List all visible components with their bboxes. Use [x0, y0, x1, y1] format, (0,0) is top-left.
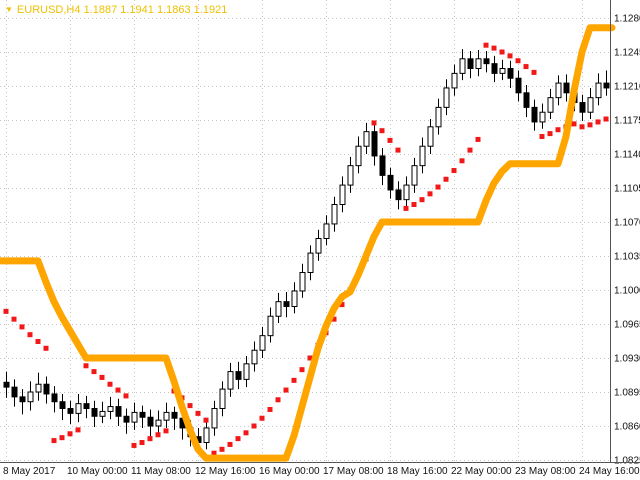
- price-axis-label: 1.1280: [614, 14, 640, 25]
- time-axis-label: 8 May 2017: [3, 466, 56, 477]
- symbol-dropdown-icon[interactable]: ▼: [5, 5, 13, 14]
- price-axis-label: 1.0930: [614, 354, 640, 365]
- price-axis-label: 1.1035: [614, 252, 640, 263]
- price-axis[interactable]: 1.1280 1.1245 1.1210 1.1175 1.1140 1.1105 1.10…: [610, 0, 640, 467]
- time-axis-label: 22 May 00:00: [451, 466, 512, 477]
- price-axis-label: 1.1105: [614, 184, 640, 195]
- price-axis-label: 1.1175: [614, 116, 640, 127]
- time-axis[interactable]: 8 May 2017 10 May 00:00 11 May 08:00 12 May…: [0, 462, 640, 478]
- time-axis-label: 17 May 08:00: [323, 466, 384, 477]
- price-axis-label: 1.1000: [614, 286, 640, 297]
- price-axis-label: 1.1070: [614, 218, 640, 229]
- time-axis-label: 23 May 08:00: [515, 466, 576, 477]
- time-axis-label: 12 May 16:00: [195, 466, 256, 477]
- time-axis-label: 24 May 16:00: [579, 466, 640, 477]
- chart-symbol-title[interactable]: ▼ EURUSD,H4 1.1887 1.1941 1.1863 1.1921: [5, 4, 227, 16]
- price-axis-label: 1.1210: [614, 82, 640, 93]
- price-axis-label: 1.0825: [614, 456, 640, 467]
- time-axis-label: 11 May 08:00: [131, 466, 191, 477]
- time-axis-label: 16 May 00:00: [259, 466, 320, 477]
- price-axis-label: 1.0965: [614, 320, 640, 331]
- ohlc-quote-text: 1.1887 1.1941 1.1863 1.1921: [83, 4, 228, 16]
- trend-stop-line: [0, 24, 616, 462]
- price-axis-label: 1.1140: [614, 150, 640, 161]
- price-axis-label: 1.0860: [614, 422, 640, 433]
- symbol-label: EURUSD,H4: [16, 4, 81, 16]
- price-axis-label: 1.0895: [614, 388, 640, 399]
- ohlc-bars: [3, 49, 610, 454]
- time-axis-label: 18 May 16:00: [387, 466, 448, 477]
- price-axis-label: 1.1245: [614, 48, 640, 59]
- time-axis-label: 10 May 00:00: [67, 466, 128, 477]
